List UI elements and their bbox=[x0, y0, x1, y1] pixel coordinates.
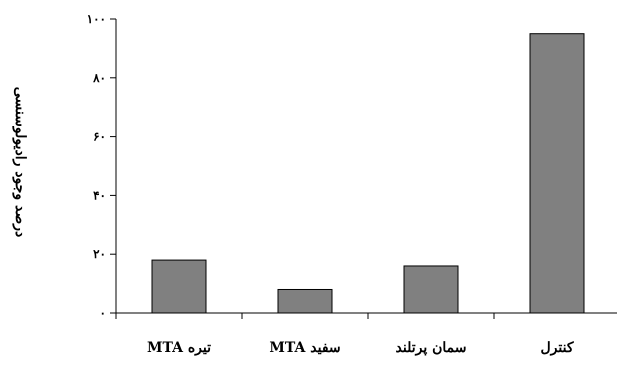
y-tick-label: ۶۰ bbox=[93, 130, 106, 144]
bar bbox=[403, 265, 459, 314]
y-tick-label: ۴۰ bbox=[93, 188, 106, 202]
x-category-label: MTA سفید bbox=[269, 340, 340, 356]
x-category-label: سمان پرتلند bbox=[396, 340, 467, 356]
x-category-label: کنترل bbox=[540, 340, 573, 356]
bars-layer bbox=[151, 33, 585, 314]
y-axis-title: درصد وجود رادیولوسنسی bbox=[12, 87, 28, 238]
y-tick-label: ۰ bbox=[100, 306, 106, 320]
labels-layer: ۰ ۲۰ ۴۰ ۶۰ ۸۰ ۱۰۰ MTA تیره MTA سفید سمان پرتلند ک… bbox=[87, 12, 574, 356]
y-tick-label: ۸۰ bbox=[92, 71, 106, 85]
bar bbox=[151, 259, 207, 314]
bar bbox=[277, 288, 333, 314]
bar bbox=[529, 33, 585, 314]
y-tick-label: ۱۰۰ bbox=[87, 12, 106, 26]
axes-layer bbox=[110, 18, 617, 319]
y-tick-label: ۲۰ bbox=[93, 247, 106, 261]
x-category-label: MTA تیره bbox=[147, 340, 211, 356]
